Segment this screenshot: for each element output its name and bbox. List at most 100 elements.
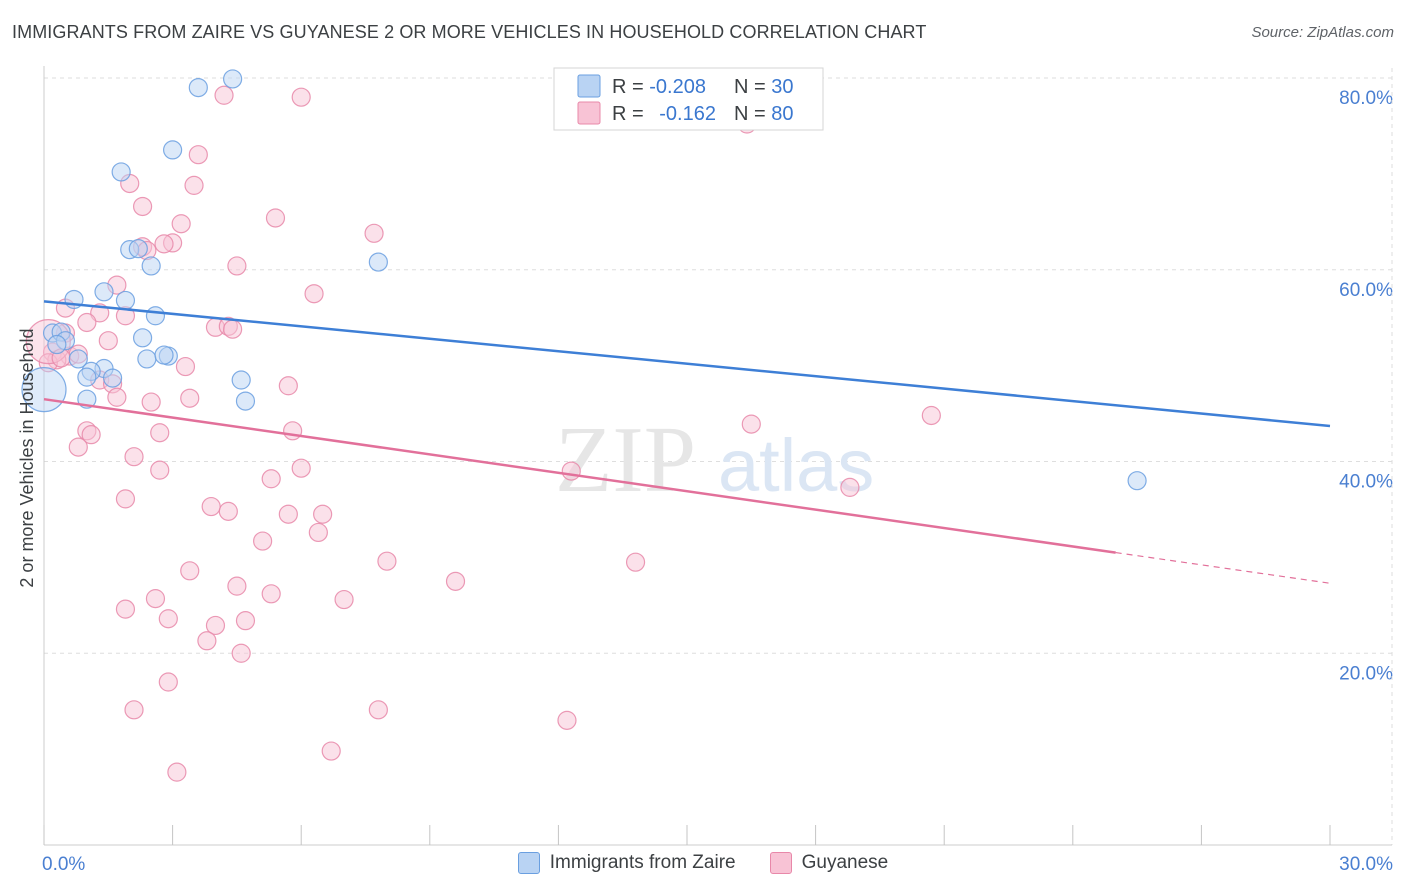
zaire-point[interactable] [368,252,388,272]
guyanese-point[interactable] [188,145,208,165]
guyanese-point[interactable] [253,531,273,551]
zaire-point[interactable] [102,368,123,388]
guyanese-point[interactable] [115,599,136,619]
guyanese-point[interactable] [557,710,577,730]
svg-text:R = -0.208: R = -0.208 [612,76,706,98]
zaire-point[interactable] [128,239,148,259]
legend-swatch-guyanese [577,101,601,125]
stats-legend: R = -0.208 N = 30 R = -0.162 N = 80 [553,67,824,131]
zaire-point[interactable] [154,345,174,365]
guyanese-point[interactable] [68,437,88,457]
guyanese-point[interactable] [261,469,281,489]
guyanese-point[interactable] [214,85,234,105]
guyanese-point[interactable] [308,522,328,543]
guyanese-point[interactable] [124,447,144,467]
guyanese-point[interactable] [218,501,238,521]
zaire-point[interactable] [235,391,256,411]
guyanese-point[interactable] [115,489,136,509]
legend-item-guyanese[interactable]: Guyanese [769,852,888,874]
guyanese-point[interactable] [261,584,281,604]
zaire-point[interactable] [47,334,67,355]
zaire-point[interactable] [115,290,136,311]
guyanese-point[interactable] [313,504,333,524]
zaire-point[interactable] [111,162,131,182]
guyanese-point[interactable] [171,214,191,234]
guyanese-point[interactable] [231,643,251,663]
guyanese-point[interactable] [223,319,243,339]
guyanese-point[interactable] [98,331,118,351]
watermark-zip: ZIP [555,408,696,512]
guyanese-point[interactable] [107,387,127,407]
legend-n-label-guyanese: N = [734,103,771,125]
guyanese-point[interactable] [265,208,286,228]
guyanese-point[interactable] [921,405,941,426]
zaire-point[interactable] [188,77,208,98]
zaire-point[interactable] [231,370,251,390]
legend-swatch-zaire [577,74,601,98]
guyanese-point[interactable] [283,421,303,441]
guyanese-point[interactable] [741,414,761,434]
guyanese-point[interactable] [291,87,311,107]
guyanese-trend-line [43,397,1116,554]
guyanese-point[interactable] [304,284,324,304]
legend-marker-guyanese [769,852,792,874]
guyanese-point[interactable] [180,561,200,581]
guyanese-point[interactable] [158,672,178,692]
guyanese-point[interactable] [625,552,646,572]
y-tick-label: 60.0% [1339,280,1393,301]
guyanese-point[interactable] [561,461,581,481]
guyanese-point[interactable] [445,571,466,591]
guyanese-point[interactable] [145,589,166,609]
guyanese-point[interactable] [158,609,178,629]
guyanese-point[interactable] [184,175,204,195]
guyanese-point[interactable] [321,741,341,761]
guyanese-point[interactable] [175,356,196,377]
guyanese-point[interactable] [205,615,226,636]
guyanese-point[interactable] [167,762,187,782]
guyanese-point[interactable] [278,376,298,396]
y-axis-label: 2 or more Vehicles in Household [17,328,37,587]
zaire-point[interactable] [141,256,161,276]
guyanese-point[interactable] [278,504,298,524]
zaire-point[interactable] [1127,471,1147,491]
guyanese-point[interactable] [154,234,174,254]
y-tick-label: 80.0% [1339,88,1393,109]
guyanese-point[interactable] [334,589,354,610]
guyanese-point[interactable] [364,223,384,243]
zaire-point[interactable] [163,140,183,160]
guyanese-trend-extension [1115,551,1331,584]
zaire-point[interactable] [223,69,243,89]
zaire-point[interactable] [68,349,88,369]
zaire-point[interactable] [132,328,153,348]
guyanese-point[interactable] [201,496,221,517]
legend-item-zaire[interactable]: Immigrants from Zaire [517,852,736,874]
zaire-point[interactable] [94,282,114,302]
series-legend: Immigrants from Zaire Guyanese [0,852,1406,874]
zaire-point[interactable] [145,306,166,326]
guyanese-point[interactable] [840,477,860,497]
zaire-point[interactable] [77,367,97,387]
zaire-point[interactable] [137,349,157,369]
y-tick-label: 20.0% [1339,663,1393,684]
guyanese-point[interactable] [132,196,153,217]
guyanese-point[interactable] [377,551,397,571]
chart-source: Source: ZipAtlas.com [1251,24,1394,41]
guyanese-point[interactable] [124,700,144,720]
guyanese-point[interactable] [150,460,170,480]
legend-n-value-guyanese: 80 [771,103,793,125]
guyanese-point[interactable] [368,700,388,720]
legend-r-value-guyanese: -0.162 [659,103,716,125]
svg-text:N = 30: N = 30 [734,76,794,98]
guyanese-point[interactable] [197,631,217,651]
guyanese-point[interactable] [77,312,97,333]
guyanese-point[interactable] [81,425,101,445]
guyanese-point[interactable] [227,256,247,276]
guyanese-point[interactable] [180,388,200,408]
guyanese-point[interactable] [141,392,161,412]
guyanese-point[interactable] [291,458,311,478]
guyanese-point[interactable] [150,423,170,443]
guyanese-point[interactable] [227,576,247,596]
chart-title: IMMIGRANTS FROM ZAIRE VS GUYANESE 2 OR M… [12,22,927,42]
guyanese-point[interactable] [235,611,256,631]
